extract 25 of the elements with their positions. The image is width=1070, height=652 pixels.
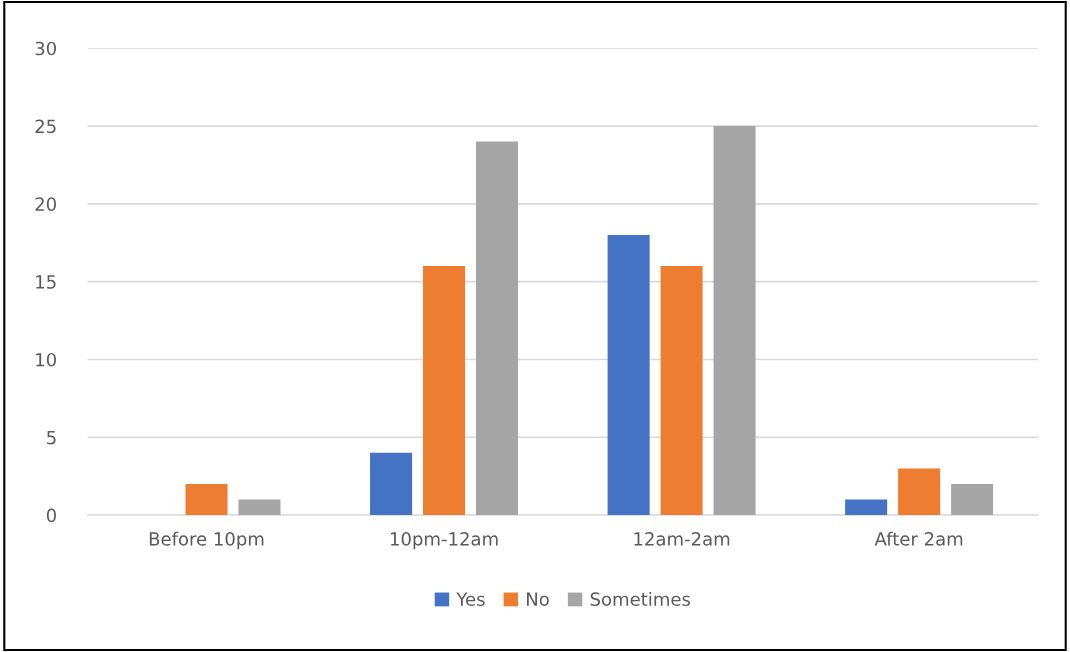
x-tick-label: 12am-2am [634, 532, 730, 546]
bar [185, 483, 228, 516]
y-tick-label: 25 [35, 119, 56, 134]
bar [845, 499, 888, 516]
y-tick-label: 5 [47, 430, 56, 445]
bar [423, 266, 466, 516]
bar [370, 452, 413, 516]
bar [951, 483, 994, 516]
bar [660, 266, 703, 516]
y-tick-label: 15 [36, 275, 56, 289]
y-tick-label: 20 [35, 197, 56, 211]
y-tick-label: 30 [35, 41, 56, 56]
bar [898, 468, 941, 516]
y-tick-label: 10 [36, 352, 56, 367]
legend-label: No [527, 592, 549, 606]
bar [713, 126, 756, 516]
x-tick-label: 10pm-12am [390, 532, 498, 550]
bar [238, 499, 281, 516]
x-tick-label: Before 10pm [149, 531, 264, 550]
legend-label: Sometimes [590, 592, 691, 606]
y-tick-label: 0 [46, 508, 56, 523]
legend-label: Yes [456, 592, 485, 606]
x-tick-label: After 2am [874, 531, 963, 546]
bar [607, 234, 650, 516]
bar [476, 141, 519, 516]
